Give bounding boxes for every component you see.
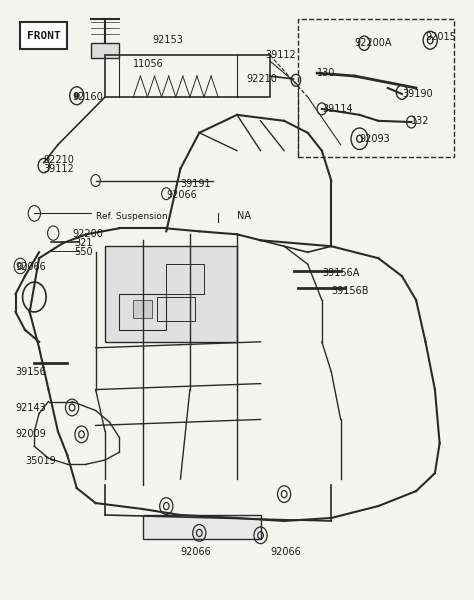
Text: 92066: 92066 xyxy=(166,190,197,200)
Text: 321: 321 xyxy=(74,238,93,248)
Text: 92093: 92093 xyxy=(359,134,390,144)
Text: 39156B: 39156B xyxy=(331,286,369,296)
Text: 11056: 11056 xyxy=(133,59,164,69)
Text: 39156A: 39156A xyxy=(322,268,359,278)
Text: 92153: 92153 xyxy=(152,35,183,45)
Text: 92066: 92066 xyxy=(16,262,46,272)
Circle shape xyxy=(74,93,79,99)
Text: 92210: 92210 xyxy=(246,74,277,84)
Text: 39112: 39112 xyxy=(265,50,296,60)
Text: 92210: 92210 xyxy=(44,155,75,164)
Text: 132: 132 xyxy=(411,116,430,126)
Text: 39191: 39191 xyxy=(181,179,211,188)
Text: 39112: 39112 xyxy=(44,164,74,173)
Text: 92200A: 92200A xyxy=(355,38,392,48)
Text: 92143: 92143 xyxy=(16,403,46,413)
Text: 35019: 35019 xyxy=(25,456,56,466)
Text: 92009: 92009 xyxy=(16,430,46,439)
Bar xyxy=(20,22,67,49)
Bar xyxy=(133,300,152,318)
Bar xyxy=(298,19,454,157)
Text: 39114: 39114 xyxy=(322,104,353,114)
Bar xyxy=(91,43,119,58)
Text: 92066: 92066 xyxy=(270,547,301,557)
Text: 550: 550 xyxy=(74,247,93,257)
Text: 92200: 92200 xyxy=(72,229,103,239)
Bar xyxy=(157,297,195,321)
Bar xyxy=(105,246,237,342)
Text: NA: NA xyxy=(237,211,251,221)
Text: 92015: 92015 xyxy=(426,32,456,42)
Bar xyxy=(105,55,270,97)
Bar xyxy=(119,294,166,330)
Text: FRONT: FRONT xyxy=(27,31,61,41)
Text: 130: 130 xyxy=(317,68,336,78)
Bar xyxy=(143,515,261,539)
Text: 39190: 39190 xyxy=(402,89,433,99)
Text: 92160: 92160 xyxy=(72,92,103,102)
Bar xyxy=(166,264,204,294)
Text: Ref. Suspension: Ref. Suspension xyxy=(96,212,167,221)
Text: 92066: 92066 xyxy=(181,547,211,557)
Text: 39156: 39156 xyxy=(16,367,46,377)
